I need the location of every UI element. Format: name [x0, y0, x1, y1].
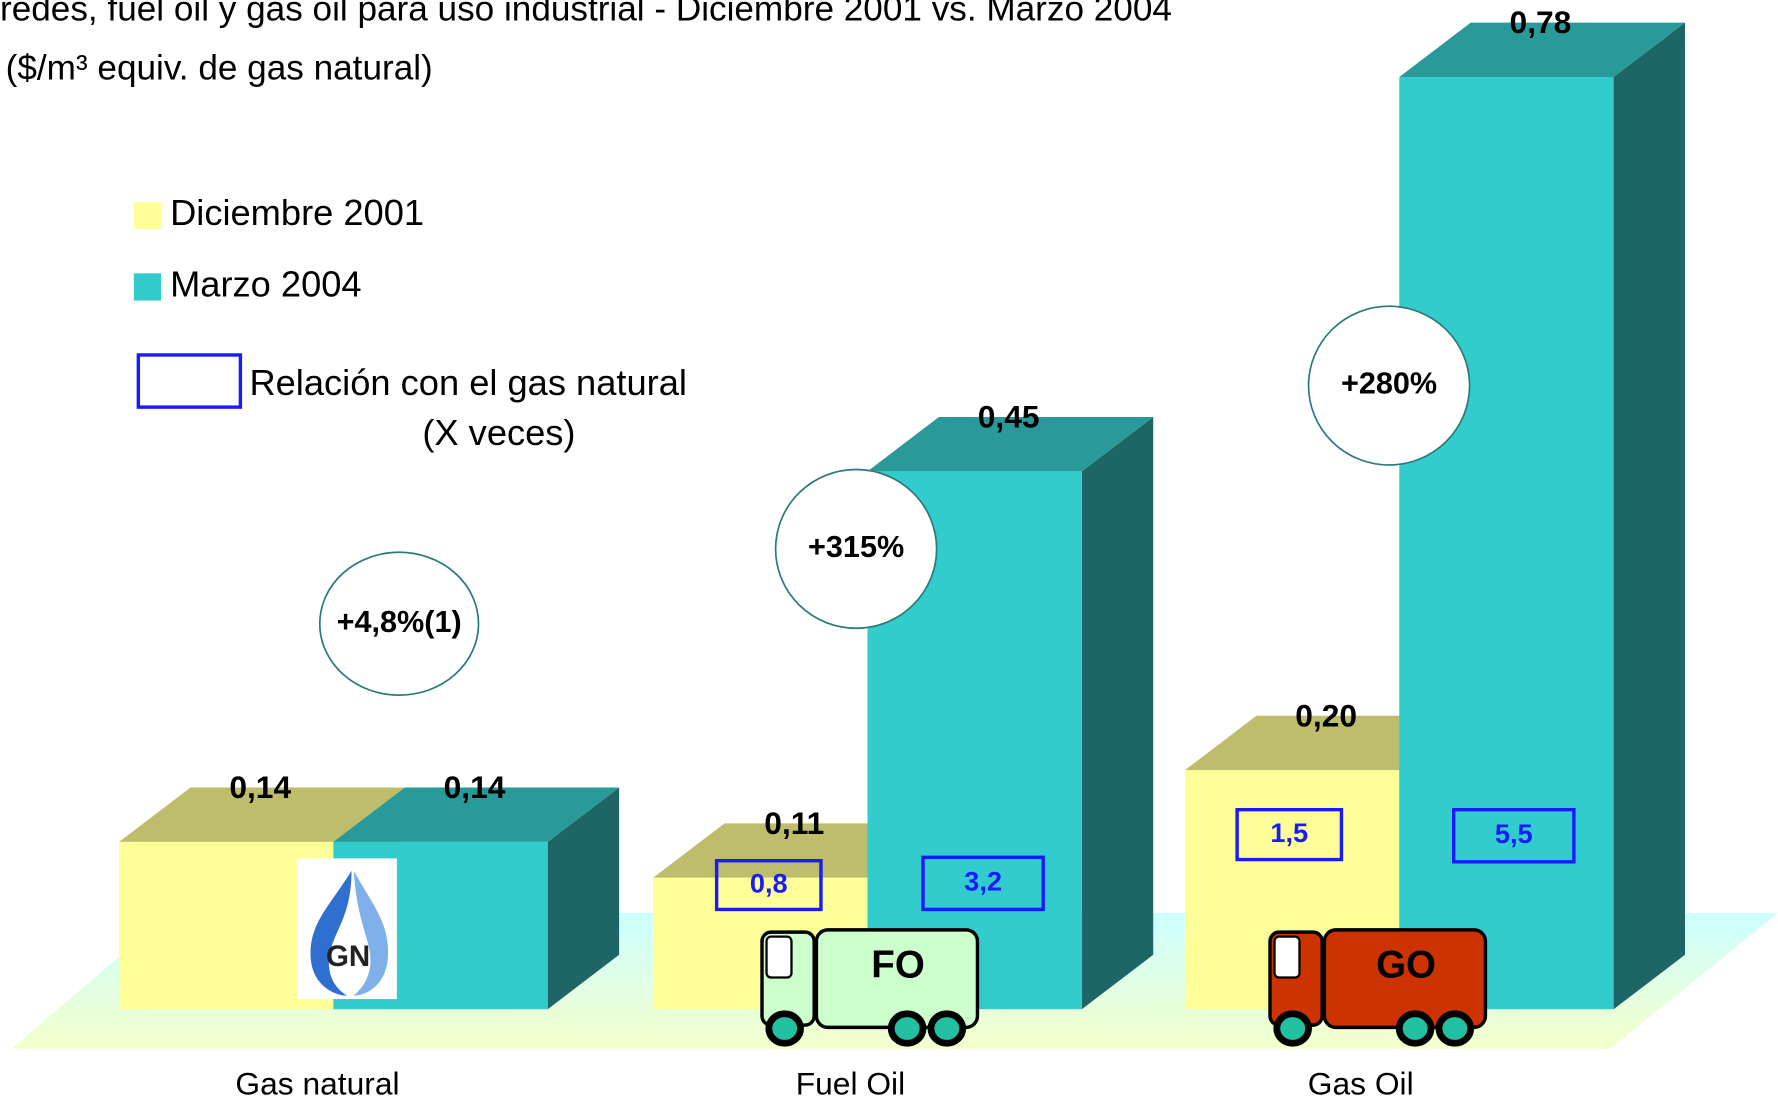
ratio-label: 3,2 — [964, 866, 1002, 897]
icon-label: GO — [1376, 943, 1436, 986]
legend-ratio-label: Relación con el gas natural — [249, 362, 686, 403]
bar-side — [1082, 417, 1153, 1009]
icon-label: FO — [871, 943, 925, 986]
chart: 0,14 0,14 0,11 0,45 0,20 0,78 GN FO GO +4,8%(1) +3… — [0, 0, 1778, 1100]
legend-label: Diciembre 2001 — [170, 192, 424, 233]
truck-wheel — [891, 1014, 923, 1043]
page: {"chart_data": { "type": "bar3d", "title… — [0, 0, 1778, 1100]
value-label: 0,20 — [1295, 697, 1357, 733]
ratio-label: 5,5 — [1495, 818, 1533, 849]
value-label: 0,14 — [444, 769, 506, 805]
x-tick-label: Gas natural — [235, 1066, 399, 1100]
x-tick-label: Gas Oil — [1308, 1066, 1414, 1100]
value-label: 0,45 — [978, 399, 1040, 435]
truck-wheel — [1277, 1014, 1309, 1043]
truck-window — [767, 937, 792, 978]
legend-swatch — [134, 273, 161, 300]
x-tick-label: Fuel Oil — [796, 1066, 905, 1100]
legend-label: Marzo 2004 — [170, 264, 362, 305]
chart-title: redes, fuel oil y gas oil para uso indus… — [0, 0, 1172, 29]
truck-window — [1275, 937, 1300, 978]
truck-wheel — [1399, 1014, 1431, 1043]
truck-wheel — [931, 1014, 963, 1043]
icon-truck: FO — [762, 930, 977, 1043]
value-label: 0,14 — [229, 769, 291, 805]
legend-swatch — [134, 202, 161, 229]
overlay: 0,14 0,14 0,11 0,45 0,20 0,78 GN FO GO +4,8%(1) +3… — [134, 4, 1574, 1100]
value-label: 0,78 — [1510, 4, 1572, 40]
ratio-label: 0,8 — [750, 867, 788, 898]
bar-side — [1614, 23, 1685, 1010]
chart-subtitle: ($/m³ equiv. de gas natural) — [6, 49, 433, 88]
icon-label: GN — [326, 940, 370, 973]
icon-gas-natural: GN — [297, 858, 397, 999]
change-label: +4,8%(1) — [337, 605, 462, 639]
change-label: +280% — [1341, 367, 1437, 401]
ratio-label: 1,5 — [1270, 817, 1308, 848]
truck-wheel — [1439, 1014, 1471, 1043]
value-label: 0,11 — [764, 805, 824, 841]
bar — [1399, 77, 1613, 1009]
icon-truck: GO — [1270, 930, 1485, 1043]
legend-ratio-label: (X veces) — [422, 412, 575, 453]
truck-wheel — [769, 1014, 801, 1043]
legend-ratio-box — [138, 355, 240, 407]
change-label: +315% — [808, 530, 904, 564]
